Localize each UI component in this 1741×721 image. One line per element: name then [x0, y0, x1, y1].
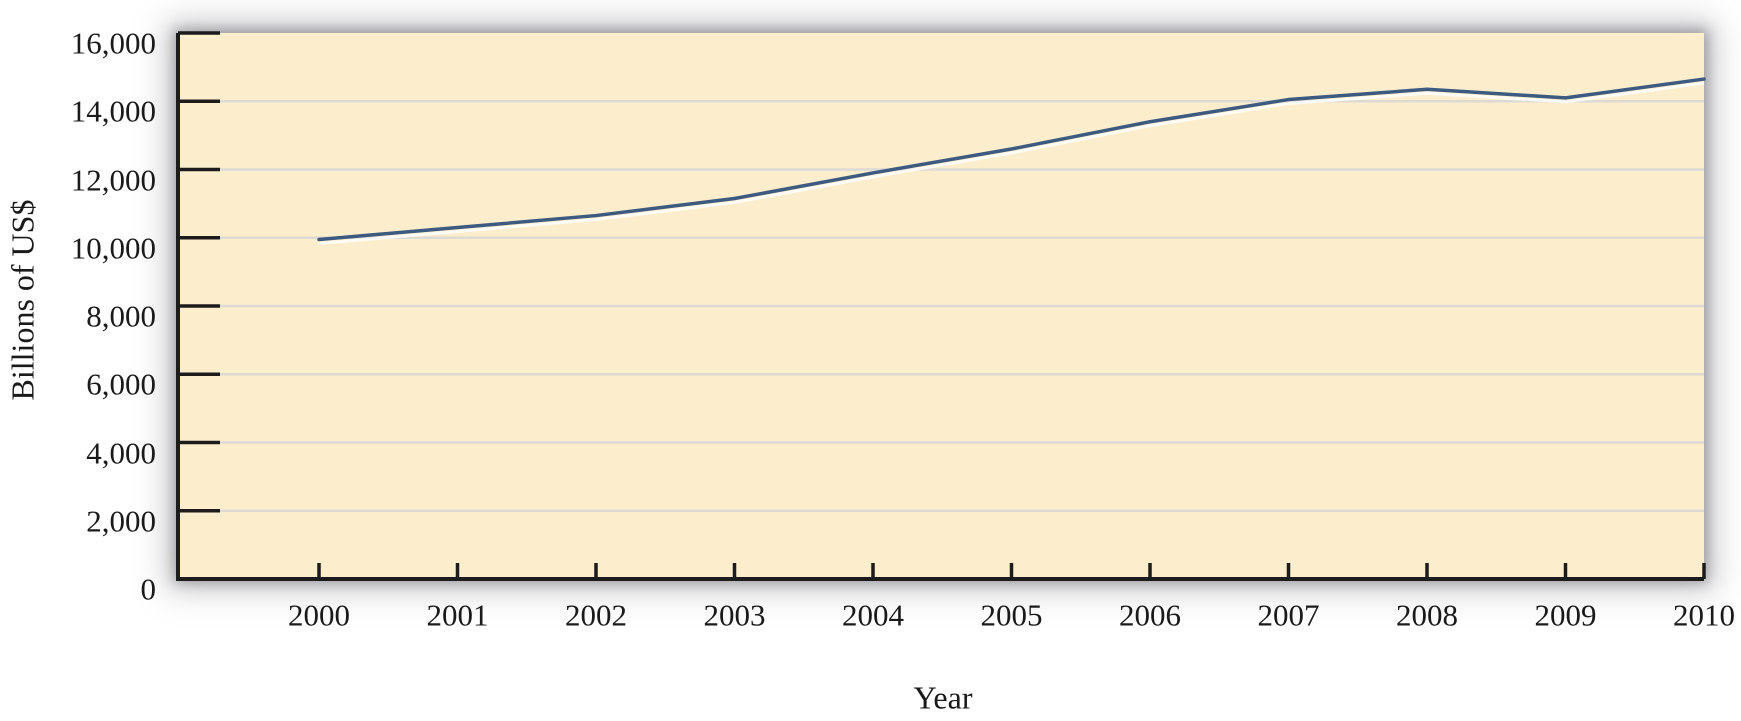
x-axis-title: Year: [913, 679, 973, 716]
x-tick-label: 2010: [1673, 597, 1735, 633]
x-tick-label: 2002: [565, 597, 627, 633]
x-tick-label: 2009: [1534, 597, 1597, 633]
data-line-halo: [318, 81, 1705, 245]
x-tick-label: 2000: [288, 597, 350, 633]
y-tick-label: 6,000: [86, 366, 156, 402]
x-tick-label: 2004: [842, 597, 904, 633]
x-tick-label: 2006: [1119, 597, 1181, 633]
x-tick-label: 2008: [1396, 597, 1458, 633]
x-tick-label: 2001: [426, 597, 489, 633]
x-tick-label: 2003: [703, 597, 766, 633]
y-tick-label: 0: [140, 571, 157, 607]
y-axis-title: Billions of US$: [4, 199, 41, 401]
data-line: [317, 77, 1706, 242]
x-tick-label: 2007: [1257, 597, 1320, 633]
y-tick-label: 12,000: [70, 162, 156, 197]
y-tick-label: 10,000: [70, 230, 156, 266]
x-tick-label: 2005: [980, 597, 1043, 633]
y-tick-label: 14,000: [70, 93, 156, 129]
y-tick-label: 8,000: [86, 298, 156, 334]
y-tick-label: 16,000: [70, 25, 156, 61]
y-tick-label: 4,000: [86, 435, 156, 470]
y-tick-label: 2,000: [86, 503, 156, 539]
